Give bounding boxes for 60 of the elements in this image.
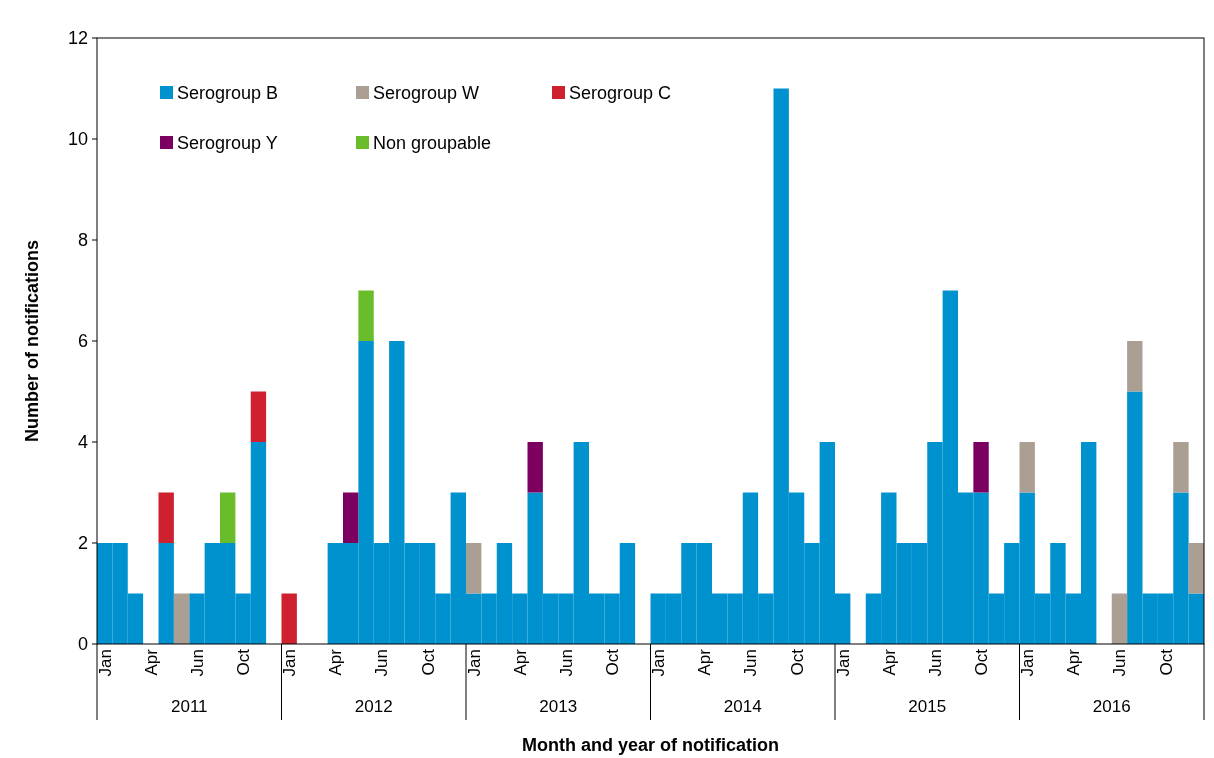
- x-tick-label: Apr: [326, 648, 346, 676]
- x-tick-label: Apr: [695, 648, 715, 676]
- x-tick-label: Oct: [234, 648, 254, 676]
- x-tick-label: Oct: [418, 648, 438, 676]
- bar: [1173, 442, 1189, 493]
- bar: [973, 442, 989, 493]
- bar: [158, 492, 174, 543]
- x-tick-label: Jun: [556, 649, 576, 677]
- x-tick-label: Jun: [372, 649, 392, 677]
- x-tick-label: Jan: [280, 649, 300, 677]
- x-tick-label: Jan: [95, 649, 115, 677]
- bar: [343, 492, 359, 543]
- x-tick-label: Apr: [510, 648, 530, 676]
- bar: [281, 593, 297, 644]
- bar: [158, 543, 174, 644]
- x-tick-label: Jun: [741, 649, 761, 677]
- legend-label: Serogroup Y: [177, 133, 278, 154]
- x-tick-label: Apr: [141, 648, 161, 676]
- x-tick-label: Oct: [603, 648, 623, 676]
- x-tick-label: Jan: [464, 649, 484, 677]
- x-tick-label: Oct: [787, 648, 807, 676]
- bar: [358, 290, 374, 341]
- x-axis-title: Month and year of notification: [522, 735, 779, 755]
- bar: [1127, 341, 1143, 392]
- x-tick-label: Jan: [833, 649, 853, 677]
- legend-label: Serogroup B: [177, 83, 279, 104]
- text: 2015: [908, 697, 947, 716]
- bar: [1188, 543, 1204, 594]
- bar: [250, 391, 267, 442]
- y-tick-label: 8: [77, 230, 88, 251]
- x-tick-label: Apr: [879, 648, 899, 676]
- bar: [466, 543, 482, 594]
- bar: [1111, 593, 1128, 644]
- text: 2011: [170, 697, 208, 716]
- x-tick-label: Apr: [1064, 648, 1084, 676]
- y-tick-label: 12: [67, 28, 88, 49]
- legend-label: Serogroup W: [373, 83, 480, 104]
- text: 2012: [354, 697, 393, 716]
- x-tick-label: Jun: [925, 649, 945, 677]
- y-tick-label: 10: [67, 129, 88, 150]
- y-axis-title: Number of notifications: [22, 240, 42, 442]
- x-tick-label: Jun: [187, 649, 207, 677]
- x-tick-label: Jan: [649, 649, 669, 677]
- x-tick-label: Oct: [1156, 648, 1176, 676]
- x-tick-label: Jan: [1018, 649, 1038, 677]
- bar: [527, 442, 543, 493]
- y-tick-label: 2: [77, 533, 88, 554]
- bar: [1019, 442, 1035, 493]
- x-tick-label: Jun: [1110, 649, 1130, 677]
- y-tick-label: 0: [77, 634, 88, 655]
- bar: [220, 492, 236, 543]
- legend-label: Non groupable: [373, 133, 492, 154]
- text: 2014: [723, 697, 762, 716]
- legend-label: Serogroup C: [569, 83, 672, 104]
- y-tick-label: 4: [77, 432, 88, 453]
- y-tick-label: 6: [77, 331, 88, 352]
- bar: [173, 593, 190, 644]
- x-tick-label: Oct: [972, 648, 992, 676]
- text: 2013: [539, 697, 578, 716]
- text: 2016: [1092, 697, 1131, 716]
